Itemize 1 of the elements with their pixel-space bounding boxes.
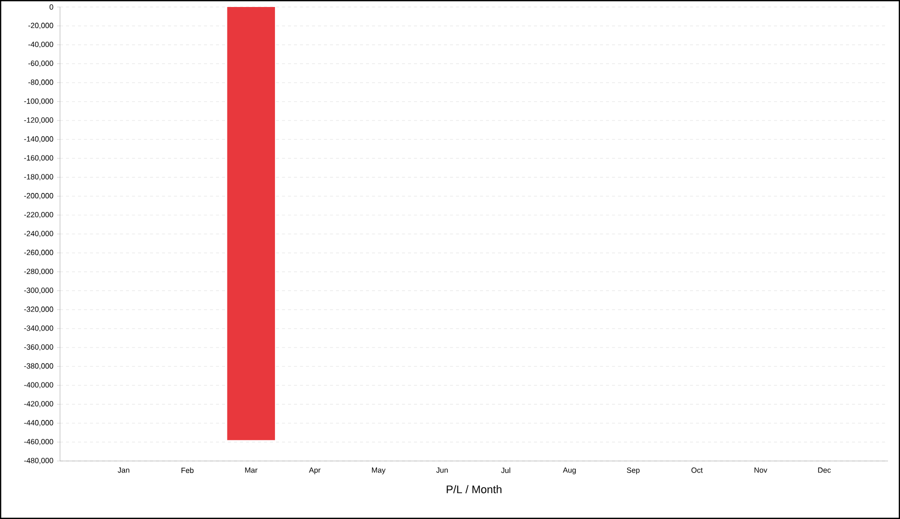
x-axis-title: P/L / Month bbox=[446, 485, 502, 494]
